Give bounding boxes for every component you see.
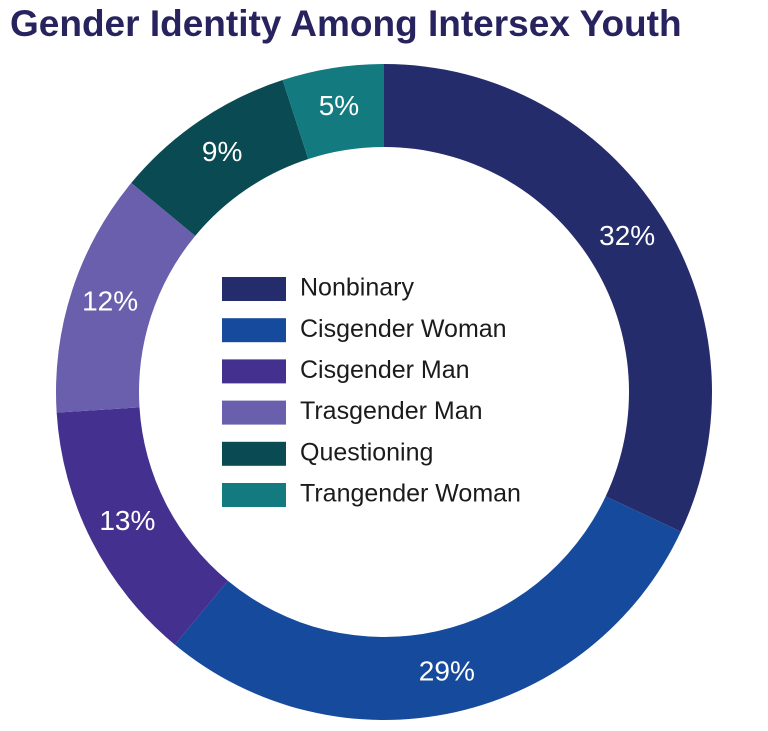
legend-swatch bbox=[222, 483, 286, 507]
data-label: 29% bbox=[419, 655, 475, 686]
data-label: 12% bbox=[82, 285, 138, 316]
data-label: 9% bbox=[202, 136, 242, 167]
legend-swatch bbox=[222, 400, 286, 425]
legend-swatch bbox=[222, 277, 286, 301]
legend-swatch bbox=[222, 359, 286, 384]
legend-label: Questioning bbox=[300, 438, 433, 466]
legend-label: Trangender Woman bbox=[300, 480, 521, 508]
legend-label: Cisgender Man bbox=[300, 356, 470, 384]
donut-slice bbox=[384, 64, 712, 532]
donut-slice bbox=[56, 407, 228, 645]
donut-slice bbox=[56, 182, 196, 413]
legend-swatch bbox=[222, 441, 286, 466]
data-label: 32% bbox=[599, 220, 655, 251]
data-label: 13% bbox=[99, 505, 155, 536]
donut-slice bbox=[282, 64, 384, 159]
legend-label: Trasgender Man bbox=[300, 397, 483, 425]
donut-slice bbox=[131, 80, 309, 236]
legend-swatch bbox=[222, 318, 286, 343]
data-label: 5% bbox=[319, 90, 359, 121]
legend-label: Cisgender Woman bbox=[300, 315, 507, 343]
legend-label: Nonbinary bbox=[300, 274, 414, 302]
donut-slice bbox=[174, 496, 681, 720]
chart-title: Gender Identity Among Intersex Youth bbox=[10, 3, 682, 44]
